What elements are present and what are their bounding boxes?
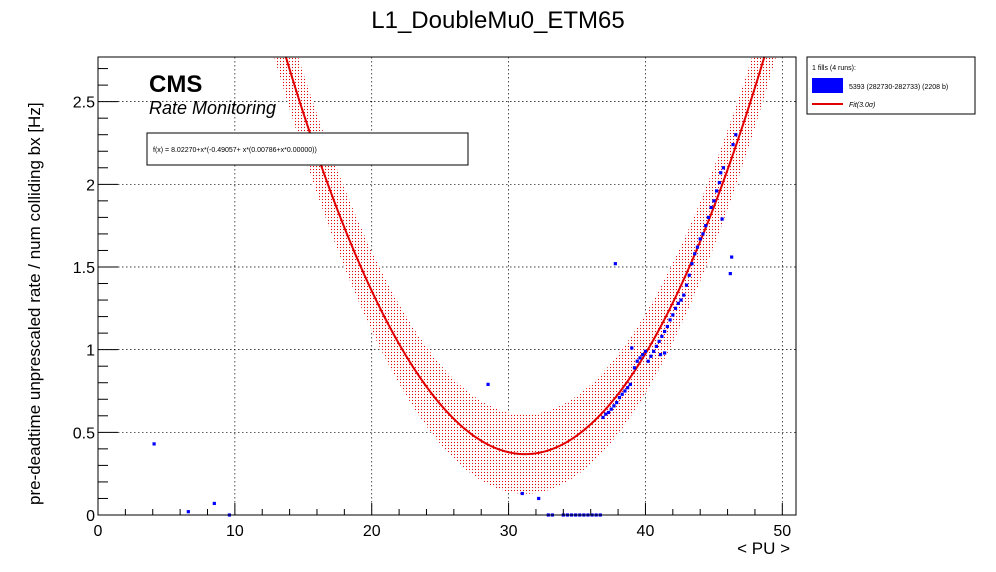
data-point — [734, 133, 738, 137]
data-point — [613, 262, 617, 266]
data-point — [657, 339, 661, 343]
data-point — [730, 255, 734, 259]
y-tick-label: 1.5 — [73, 260, 95, 277]
x-tick-label: 50 — [773, 523, 791, 540]
data-point — [709, 205, 713, 210]
data-point — [706, 215, 711, 219]
data-point — [693, 252, 697, 256]
fit-uncertainty-band — [274, 57, 777, 494]
data-point — [152, 442, 156, 446]
fit-formula-box — [146, 132, 469, 166]
data-point — [701, 232, 705, 236]
data-point — [676, 301, 680, 305]
data-point — [635, 359, 639, 363]
data-point — [698, 237, 702, 241]
x-axis-title: < PU > — [737, 539, 790, 558]
x-tick-label: 20 — [363, 523, 381, 540]
data-point — [186, 510, 190, 514]
data-point — [684, 283, 689, 287]
data-point — [638, 356, 642, 360]
fit-formula: f(x) = 8.02270+x*(-0.49057+ x*(0.00786+x… — [153, 147, 317, 154]
x-tick-label: 10 — [226, 523, 244, 540]
rate-monitoring-label: Rate Monitoring — [149, 98, 276, 118]
data-point — [690, 262, 694, 266]
data-point — [712, 199, 716, 203]
data-point — [646, 359, 650, 363]
data-point — [604, 412, 608, 416]
data-point — [673, 306, 678, 310]
data-point — [630, 346, 634, 350]
data-point — [623, 389, 627, 393]
data-point — [626, 386, 630, 390]
y-tick-label: 2 — [86, 177, 95, 194]
data-point — [654, 344, 658, 348]
data-point — [643, 349, 648, 353]
data-point — [620, 392, 624, 396]
data-point — [641, 353, 645, 357]
plot-frame — [97, 56, 797, 516]
data-point — [632, 366, 637, 370]
data-point — [665, 324, 669, 329]
data-point — [687, 273, 691, 277]
data-point — [671, 313, 675, 317]
x-tick-label: 40 — [637, 523, 655, 540]
data-point — [212, 501, 216, 506]
y-tick-label: 2.5 — [73, 95, 95, 112]
data-point — [609, 407, 613, 411]
data-point — [649, 354, 653, 358]
data-point — [615, 400, 619, 405]
y-axis-title: pre-deadtime unprescaled rate / num coll… — [25, 102, 44, 505]
data-point — [652, 349, 656, 353]
data-point — [728, 272, 732, 276]
y-tick-label: 1 — [86, 343, 95, 360]
data-point — [679, 298, 683, 302]
data-point — [617, 396, 622, 400]
data-point — [717, 181, 721, 185]
y-tick-label: 0 — [86, 508, 95, 525]
data-point — [704, 224, 708, 228]
data-point — [660, 334, 664, 339]
data-point — [720, 217, 724, 221]
data-point — [663, 351, 667, 355]
data-point — [537, 496, 541, 501]
axis-ticks: 0 10 20 30 40 50 0 0.5 1 1.5 2 2.5 — [73, 68, 791, 540]
data-point — [682, 293, 686, 297]
data-point — [628, 382, 632, 386]
data-point — [731, 143, 735, 147]
data-point — [612, 404, 616, 408]
data-point — [658, 353, 663, 357]
y-tick-label: 0.5 — [73, 425, 95, 442]
cms-label: CMS — [149, 71, 202, 98]
data-point — [668, 318, 672, 322]
data-point — [695, 245, 700, 249]
legend-data-swatch — [812, 78, 843, 93]
data-point — [663, 329, 667, 334]
legend-fit-label: Fit(3.0σ) — [849, 102, 875, 109]
data-point — [715, 189, 719, 193]
data-point — [721, 166, 726, 170]
data-point — [520, 491, 524, 496]
legend-data-label: 5393 (282730-282733) (2208 b) — [849, 84, 948, 91]
data-point — [719, 171, 723, 175]
chart-title: L1_DoubleMu0_ETM65 — [371, 7, 625, 34]
x-tick-label: 30 — [500, 523, 518, 540]
legend-header: 1 fills (4 runs): — [812, 65, 856, 72]
data-point — [601, 415, 605, 420]
data-point — [606, 410, 611, 415]
legend: 1 fills (4 runs): 5393 (282730-282733) (… — [806, 56, 976, 115]
data-point — [486, 382, 490, 386]
x-tick-label: 0 — [94, 523, 103, 540]
